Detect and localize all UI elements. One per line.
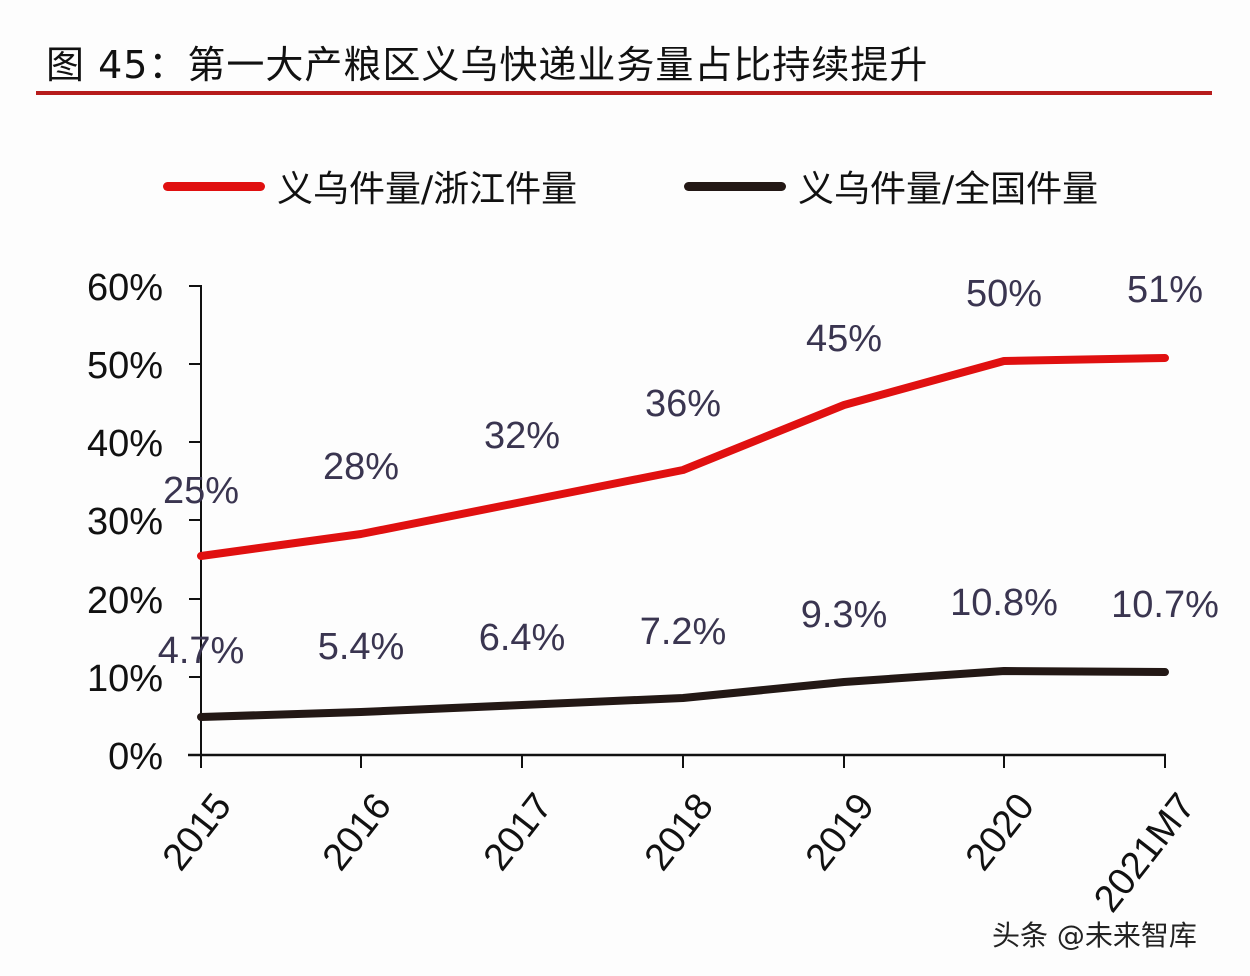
title-divider <box>36 91 1212 95</box>
y-tick-label: 60% <box>87 267 163 309</box>
x-tick-label: 2018 <box>637 786 722 878</box>
y-tick-label: 10% <box>87 658 163 700</box>
series-line-national <box>197 667 1169 721</box>
chart-title: 图 45：第一大产粮区义乌快递业务量占比持续提升 <box>46 43 929 87</box>
x-tick-label: 2020 <box>958 786 1043 878</box>
y-tick-label: 30% <box>87 501 163 543</box>
legend-swatch-black-line-icon <box>684 181 786 191</box>
x-tick-label: 2017 <box>476 786 561 878</box>
y-tick-label: 50% <box>87 345 163 387</box>
legend-item-zhejiang: 义乌件量/浙江件量 <box>163 160 577 212</box>
data-label: 7.2% <box>640 611 727 653</box>
watermark: 头条 @未来智库 <box>992 919 1197 952</box>
data-label: 51% <box>1127 269 1203 311</box>
x-tick-label: 2019 <box>798 786 883 878</box>
data-label: 28% <box>323 446 399 488</box>
x-tick-label: 2015 <box>155 786 240 878</box>
y-axis-ticks <box>189 285 201 678</box>
legend-swatch-red-line-icon <box>163 181 265 191</box>
data-label: 32% <box>484 415 560 457</box>
data-label: 5.4% <box>318 626 405 668</box>
data-label: 50% <box>966 273 1042 315</box>
data-label: 36% <box>645 383 721 425</box>
chart-legend: 义乌件量/浙江件量 义乌件量/全国件量 <box>0 160 1250 220</box>
data-labels-zhejiang: 25% 28% 32% 36% 45% 50% 51% <box>163 269 1203 512</box>
x-axis-ticks <box>200 755 1166 768</box>
y-tick-label: 40% <box>87 423 163 465</box>
x-axis-labels: 2015 2016 2017 2018 2019 2020 2021M7 <box>155 786 1204 920</box>
legend-item-national: 义乌件量/全国件量 <box>684 160 1098 212</box>
data-label: 6.4% <box>479 617 566 659</box>
legend-label: 义乌件量/全国件量 <box>798 169 1099 210</box>
data-label: 25% <box>163 470 239 512</box>
y-tick-label: 20% <box>87 580 163 622</box>
data-label: 4.7% <box>158 630 245 672</box>
series-line-zhejiang <box>197 354 1169 560</box>
y-tick-label: 0% <box>108 736 163 778</box>
y-axis-labels: 60% 50% 40% 30% 20% 10% 0% <box>87 267 163 778</box>
data-label: 9.3% <box>801 594 888 636</box>
x-tick-label: 2016 <box>315 786 400 878</box>
data-labels-national: 4.7% 5.4% 6.4% 7.2% 9.3% 10.8% 10.7% <box>158 582 1219 672</box>
data-label: 45% <box>806 318 882 360</box>
x-tick-label: 2021M7 <box>1086 786 1204 920</box>
legend-label: 义乌件量/浙江件量 <box>277 169 578 210</box>
data-label: 10.8% <box>950 582 1058 624</box>
data-label: 10.7% <box>1111 584 1219 626</box>
